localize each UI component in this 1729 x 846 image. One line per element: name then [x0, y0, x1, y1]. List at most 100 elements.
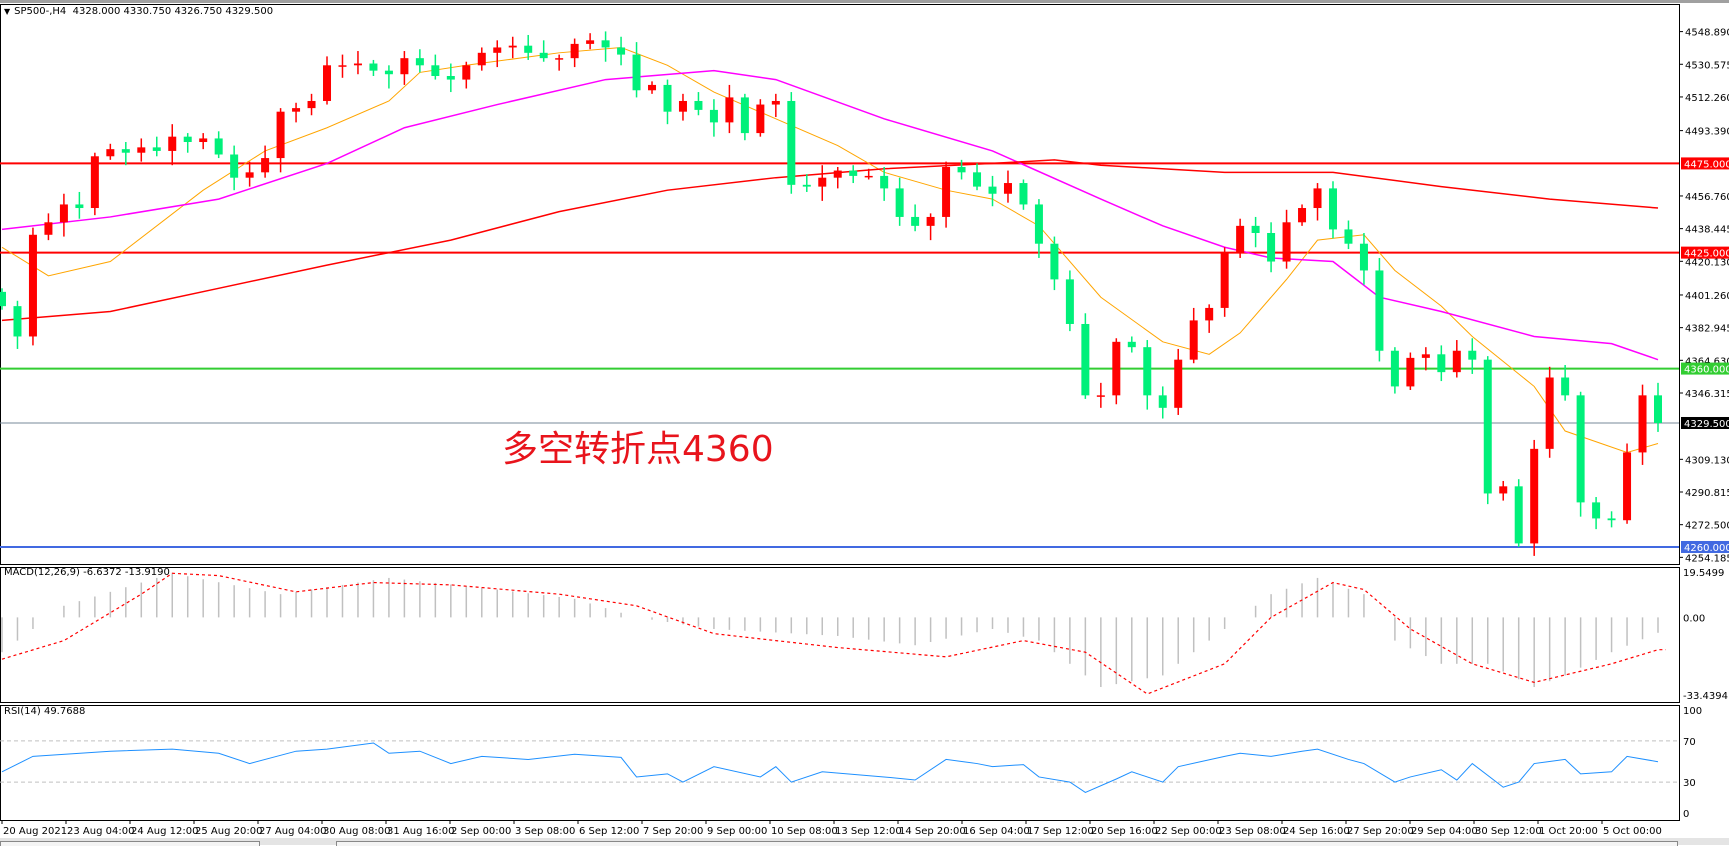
- time-tick-label: 10 Sep 08:00: [771, 826, 838, 837]
- candle-bull: [678, 100, 687, 112]
- candle-bear: [1344, 229, 1353, 244]
- candle-bear: [1654, 395, 1662, 423]
- axes: 4548.890 4530.575 4512.260 4493.390 4456.760…: [1, 28, 1729, 837]
- candle-bear: [1359, 243, 1368, 271]
- candle-bull: [756, 104, 765, 134]
- candle-bull: [942, 166, 951, 217]
- macd-tick-label: 0.00: [1683, 613, 1705, 624]
- time-tick-label: 27 Sep 20:00: [1347, 826, 1414, 837]
- candle-bear: [1375, 270, 1384, 351]
- ohlc-readout: 4328.000 4330.750 4326.750 4329.500: [72, 6, 274, 17]
- candle-bear: [1019, 183, 1028, 205]
- candle-bull: [168, 136, 177, 151]
- price-tick-label: 4493.390: [1685, 127, 1729, 138]
- candle-bull: [1421, 354, 1430, 358]
- time-tick-label: 6 Sep 12:00: [579, 826, 639, 837]
- level-price-label: 4329.500: [1684, 419, 1729, 430]
- candles: [0, 31, 1662, 556]
- candle-bear: [152, 147, 161, 151]
- candle-bull: [400, 58, 409, 75]
- candle-bull: [1282, 222, 1291, 262]
- price-tick-label: 4272.500: [1685, 521, 1729, 532]
- candle-bull: [1545, 377, 1554, 449]
- candle-bull: [1406, 357, 1415, 387]
- candle-bear: [1561, 377, 1570, 396]
- time-tick-label: 31 Aug 16:00: [387, 826, 454, 837]
- candle-bear: [973, 172, 982, 187]
- candle-bull: [276, 111, 285, 159]
- time-tick-label: 30 Aug 08:00: [323, 826, 390, 837]
- candle-bull: [833, 170, 842, 178]
- window-top-border: [0, 0, 1729, 3]
- candle-bull: [44, 222, 53, 235]
- level-price-box: [1681, 362, 1729, 375]
- candle-bull: [1530, 448, 1539, 544]
- candle-bear: [75, 204, 84, 209]
- price-tick-label: 4548.890: [1685, 28, 1729, 39]
- candle-bull: [508, 45, 517, 48]
- time-tick-label: 27 Aug 04:00: [259, 826, 326, 837]
- candle-bear: [1468, 350, 1477, 360]
- candle-bear: [121, 149, 130, 153]
- scroll-area[interactable]: [336, 841, 1678, 846]
- time-tick-label: 5 Oct 00:00: [1603, 826, 1662, 837]
- candle-bear: [694, 100, 703, 110]
- time-tick-label: 14 Sep 20:00: [899, 826, 966, 837]
- candle-bull: [1452, 350, 1461, 373]
- rsi-tick-label: 100: [1683, 706, 1702, 717]
- candle-bear: [1607, 518, 1616, 521]
- time-tick-label: 25 Aug 20:00: [195, 826, 262, 837]
- candle-bear: [1143, 347, 1152, 396]
- candle-bear: [988, 186, 997, 194]
- candle-bull: [199, 138, 208, 143]
- candle-bear: [663, 84, 672, 112]
- candle-bull: [864, 175, 873, 178]
- price-tick-label: 4420.130: [1685, 257, 1729, 268]
- chart-title: ▼ SP500-,H4 4328.000 4330.750 4326.750 43…: [4, 6, 273, 17]
- time-tick-label: 24 Sep 16:00: [1283, 826, 1350, 837]
- macd-signal-line: [1, 572, 1666, 695]
- candle-bull: [307, 100, 316, 109]
- candle-bull: [1174, 359, 1183, 408]
- macd-panel: [1, 572, 1666, 695]
- macd-label: MACD(12,26,9) -6.6372 -13.9190: [4, 567, 170, 578]
- time-tick-label: 1 Oct 20:00: [1539, 826, 1598, 837]
- candle-bear: [384, 70, 393, 75]
- candle-bear: [1081, 323, 1090, 396]
- candle-bear: [446, 76, 455, 80]
- price-tick-label: 4309.130: [1685, 455, 1729, 466]
- pivot-annotation: 多空转折点4360: [502, 429, 774, 470]
- candle-bear: [911, 216, 920, 226]
- candle-bear: [431, 65, 440, 77]
- candle-bear: [957, 166, 966, 173]
- chart-tab[interactable]: [0, 841, 260, 846]
- price-tick-label: 4512.260: [1685, 93, 1729, 104]
- rsi-tick-label: 70: [1683, 737, 1696, 748]
- time-tick-label: 13 Sep 12:00: [835, 826, 902, 837]
- price-tick-label: 4401.260: [1685, 291, 1729, 302]
- macd-tick-label: 19.5499: [1683, 568, 1724, 579]
- candle-bear: [1158, 395, 1167, 408]
- price-tick-label: 4346.315: [1685, 389, 1729, 400]
- time-tick-label: 2 Sep 00:00: [451, 826, 511, 837]
- candle-bear: [617, 47, 626, 55]
- candle-bear: [1050, 243, 1059, 280]
- candle-bull: [771, 100, 780, 105]
- candle-bear: [369, 63, 378, 71]
- candle-bull: [245, 172, 254, 178]
- macd-tick-label: -33.4394: [1683, 691, 1728, 702]
- time-tick-label: 16 Sep 04:00: [963, 826, 1030, 837]
- candle-bull: [90, 156, 99, 209]
- panel-frame: [0, 4, 1680, 565]
- candle-bull: [818, 177, 827, 187]
- panel-frame: [0, 567, 1680, 703]
- candle-bear: [1267, 232, 1276, 262]
- candle-bear: [880, 175, 889, 189]
- dropdown-triangle-icon[interactable]: ▼: [4, 7, 11, 16]
- candle-bear: [632, 54, 641, 91]
- rsi-line: [1, 742, 1659, 793]
- price-tick-label: 4456.760: [1685, 192, 1729, 203]
- candle-bull: [261, 158, 270, 173]
- candle-bull: [1236, 225, 1245, 253]
